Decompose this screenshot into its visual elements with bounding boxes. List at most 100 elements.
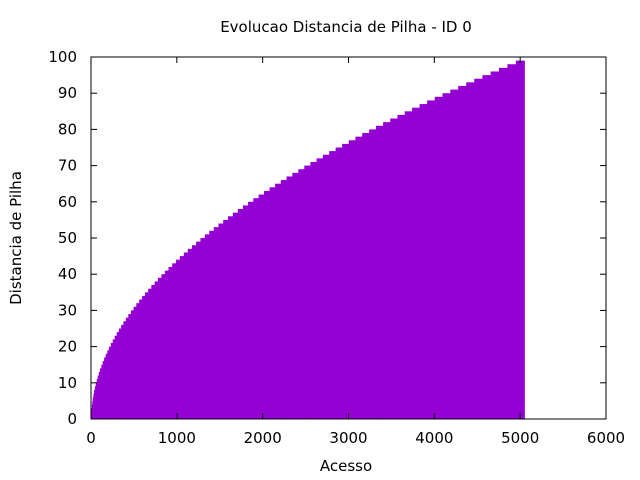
area-step (269, 187, 276, 419)
area-step (105, 353, 108, 419)
area-step (200, 238, 206, 419)
area-step (419, 104, 428, 419)
y-tick-label: 50 (58, 229, 77, 247)
area-step (98, 371, 101, 419)
area-step (204, 234, 210, 419)
area-step (92, 400, 94, 419)
area-step (136, 303, 140, 419)
area-step (161, 274, 166, 419)
area-step (94, 386, 97, 419)
area-step (148, 288, 152, 419)
y-tick-label: 90 (58, 84, 77, 102)
area-step (91, 404, 93, 419)
area-step (92, 397, 94, 419)
area-step (130, 310, 134, 419)
area-step (292, 172, 299, 419)
y-tick-label: 40 (58, 265, 77, 283)
area-step (242, 205, 249, 419)
area-step (329, 151, 337, 419)
x-tick-label: 3000 (329, 429, 367, 447)
area-step (96, 379, 99, 419)
area-step (280, 180, 287, 419)
x-tick-label: 4000 (415, 429, 453, 447)
area-step (397, 114, 406, 420)
area-step (145, 292, 149, 419)
y-axis: 0 10 20 30 40 50 60 70 80 90 100 (48, 48, 606, 428)
area-step (104, 357, 107, 419)
area-step (248, 201, 254, 419)
area-step (316, 158, 324, 420)
area-step (355, 136, 363, 419)
area-step (264, 190, 270, 419)
area-step (490, 71, 500, 419)
area-step (404, 111, 413, 420)
y-axis-label: Distancia de Pilha (7, 171, 25, 305)
area-step (164, 270, 169, 419)
area-step (151, 285, 155, 419)
y-tick-label: 100 (48, 48, 77, 66)
area-step (114, 335, 118, 419)
area-step (118, 328, 122, 419)
area-step (298, 169, 305, 419)
area-step (112, 339, 116, 419)
x-tick-label: 1000 (158, 429, 196, 447)
area-step (209, 230, 215, 419)
y-tick-label: 0 (67, 410, 77, 428)
area-step (187, 248, 193, 419)
area-step (94, 390, 96, 419)
area-step (507, 64, 517, 420)
area-step (100, 368, 102, 419)
area-step (139, 299, 143, 419)
y-tick-label: 20 (58, 338, 77, 356)
area-step (107, 350, 110, 419)
area-step (123, 321, 127, 419)
area-step (227, 216, 234, 419)
area-step (304, 165, 311, 419)
chart-title: Evolucao Distancia de Pilha - ID 0 (220, 18, 472, 36)
area-step (101, 364, 104, 419)
area-step (427, 100, 436, 419)
area-step (450, 89, 459, 419)
area-step (442, 93, 451, 419)
area-step (322, 154, 330, 420)
area-step (362, 133, 370, 419)
area-step (482, 75, 492, 419)
area-step (95, 382, 98, 419)
plot-area (91, 60, 525, 420)
area-step (310, 161, 317, 420)
area-step (237, 209, 244, 419)
area-step (218, 223, 224, 419)
area-step (232, 212, 239, 419)
area-step (258, 194, 265, 419)
x-axis: 0 1000 2000 3000 4000 5000 6000 (86, 57, 625, 447)
area-step (121, 324, 124, 419)
area-step (390, 118, 398, 419)
area-step (154, 281, 159, 419)
x-tick-label: 2000 (244, 429, 282, 447)
x-tick-label: 6000 (587, 429, 625, 447)
area-step (183, 252, 189, 419)
area-step (466, 82, 475, 419)
area-step (253, 198, 260, 419)
area-step (116, 332, 120, 419)
area-step (348, 140, 356, 419)
area-step (110, 342, 114, 419)
area-step (376, 125, 384, 419)
area-step (434, 96, 443, 419)
area-step (275, 183, 282, 419)
y-tick-label: 80 (58, 120, 77, 138)
area-step (109, 346, 112, 419)
area-step (191, 245, 197, 419)
area-step (286, 176, 293, 419)
area-step (383, 122, 391, 419)
area-step (458, 85, 467, 420)
area-step (196, 241, 201, 419)
area-step (474, 78, 483, 419)
y-tick-label: 70 (58, 157, 77, 175)
area-step (213, 227, 219, 419)
area-step (172, 263, 177, 419)
area-step (223, 219, 229, 419)
x-axis-label: Acesso (320, 457, 372, 475)
area-step (179, 256, 185, 419)
area-step (128, 314, 132, 419)
